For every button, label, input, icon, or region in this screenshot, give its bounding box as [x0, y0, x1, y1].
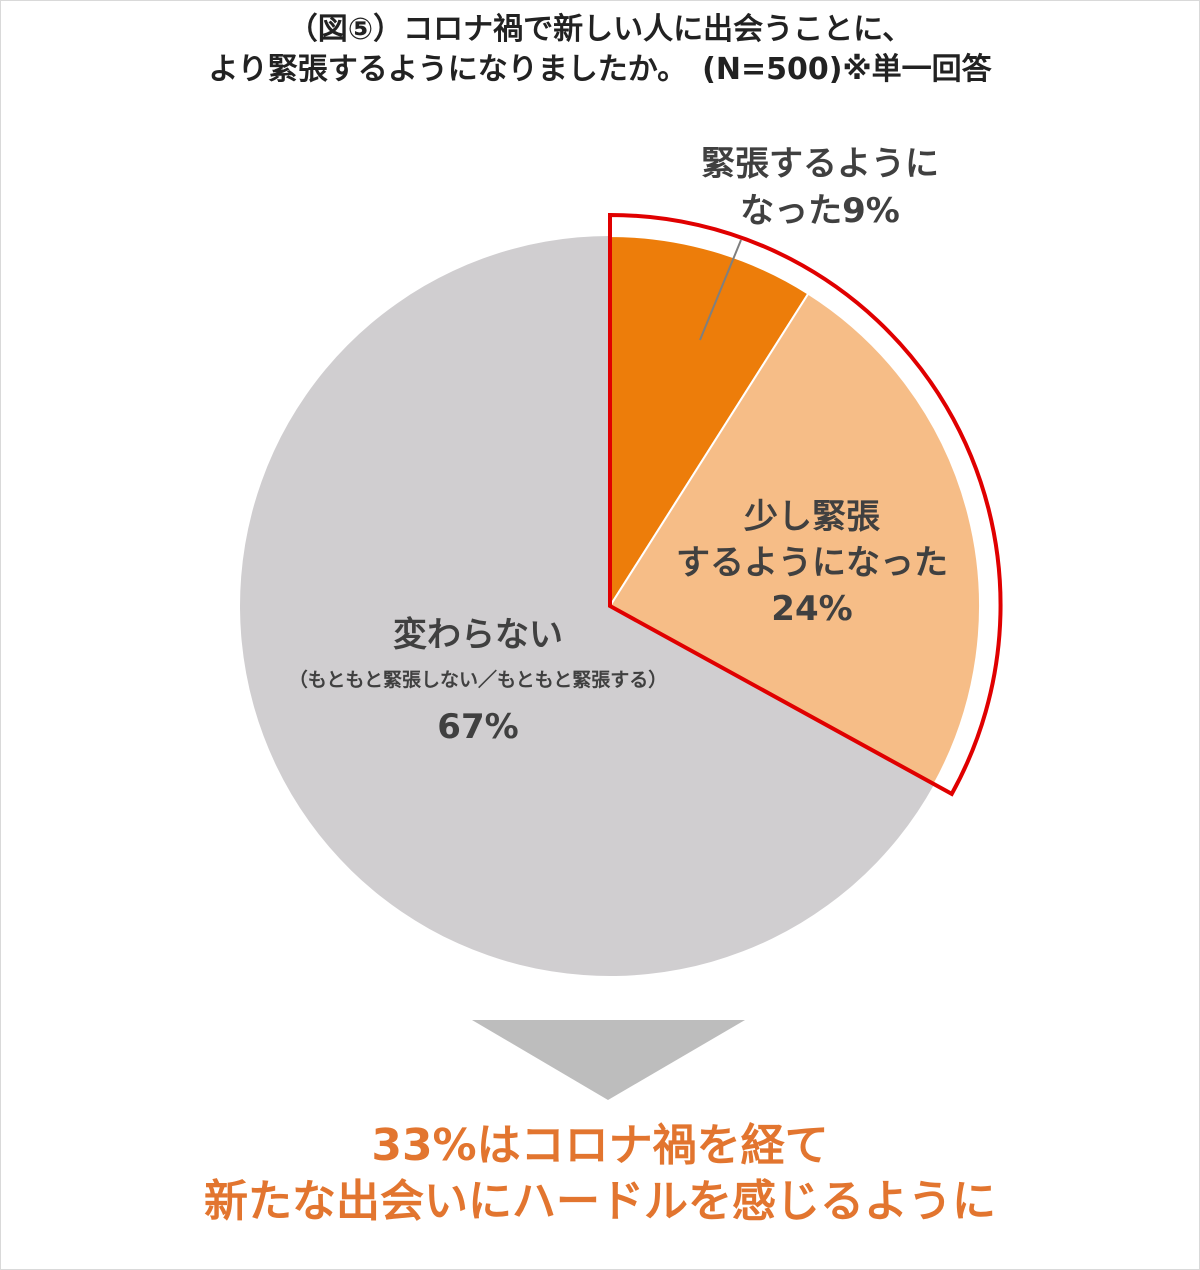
label-slight-line1: 少し緊張	[744, 497, 880, 537]
label-same-title: 変わらない	[393, 615, 563, 655]
title-line-2: より緊張するようになりましたか。 (N=500)※単一回答	[208, 52, 992, 87]
down-arrow-icon	[472, 1020, 745, 1100]
label-strong-line2: なった9%	[740, 191, 900, 231]
conclusion-text: 33%はコロナ禍を経て 新たな出会いにハードルを感じるように	[0, 1118, 1200, 1230]
chart-title: （図⑤）コロナ禍で新しい人に出会うことに、 より緊張するようになりましたか。 (…	[0, 10, 1200, 90]
label-strong-line1: 緊張するように	[701, 144, 939, 184]
highlight-outline	[608, 212, 1003, 797]
leader-line	[699, 239, 742, 341]
label-slight-value: 24%	[771, 589, 852, 629]
title-line-1: （図⑤）コロナ禍で新しい人に出会うことに、	[287, 12, 913, 47]
label-slight-line2: するようになった	[676, 543, 948, 583]
pie-slices	[239, 234, 981, 977]
pie-slice-3	[239, 236, 935, 977]
conclusion-line-1: 33%はコロナ禍を経て	[371, 1120, 829, 1171]
pie-slice-2	[608, 292, 981, 786]
conclusion-line-2: 新たな出会いにハードルを感じるように	[204, 1176, 996, 1227]
label-same-value: 67%	[437, 707, 518, 747]
label-same-note: （もともと緊張しない／もともと緊張する）	[289, 668, 667, 691]
pie-chart: 緊張するように なった9% 少し緊張 するようになった 24% 変わらない （も…	[239, 144, 1003, 1100]
pie-slice-1	[609, 234, 810, 610]
